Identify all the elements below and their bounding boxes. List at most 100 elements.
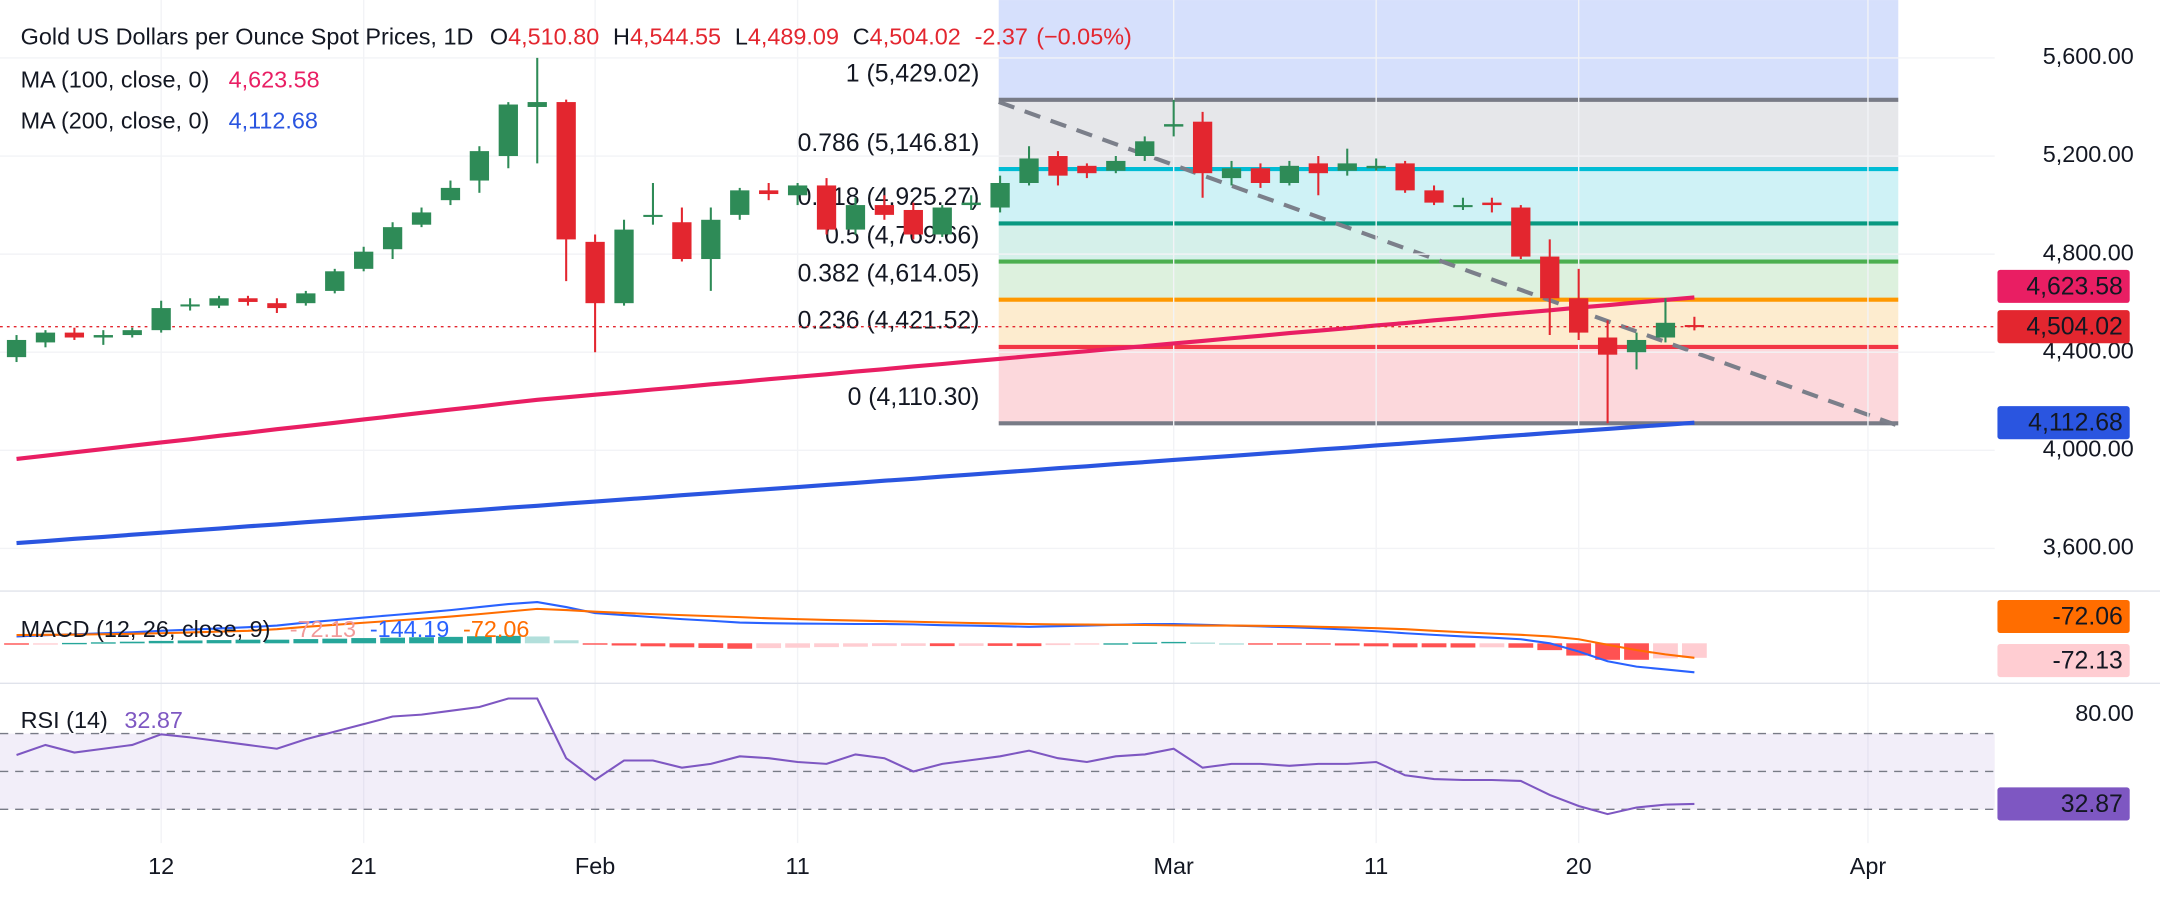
candle-body [816,185,837,230]
candle-body [1424,190,1444,203]
candle-body [411,212,432,225]
legend: Gold US Dollars per Ounce Spot Prices, 1… [21,24,1132,733]
macd-hist-value: -72.13 [290,616,356,642]
candle-body [267,303,287,309]
moving-average [16,295,1695,461]
macd-histogram-bar [264,639,290,644]
macd-histogram-bar [206,640,232,644]
change-pct: (−0.05%) [1036,24,1132,50]
macd-histogram-bar [1479,643,1505,648]
candle-body [1482,202,1502,206]
fib-label: 1 (5,429.02) [846,61,980,88]
fib-label: 0.786 (5,146.81) [798,130,980,157]
candle-body [1048,156,1068,176]
ma-name: MA (200, close, 0) [21,108,210,134]
y-tick-label: 4,000.00 [2043,436,2134,462]
fib-zone [998,99,1899,170]
candle-body [440,187,461,201]
macd-histogram-bar [611,643,637,646]
candle-body [93,335,113,338]
candle-body [354,251,374,269]
ohlc-value: 4,544.55 [630,24,721,50]
macd-histogram-bar [582,643,608,645]
fib-label: 0.236 (4,421.52) [798,308,980,335]
fib-zone [998,346,1899,424]
x-tick-label: 11 [1364,853,1388,879]
macd-histogram-bar [1219,643,1244,645]
macd-histogram-bar [640,643,666,647]
fib-group: 1 (5,429.02)0.786 (5,146.81)0.618 (4,925… [798,61,1899,426]
rsi-value: 32.87 [124,707,183,733]
macd-signal-value: -72.06 [463,616,529,642]
candle-body [151,308,171,331]
macd-histogram-bar [1363,643,1389,647]
ohlc-key: C [853,24,870,50]
x-tick-label: 20 [1566,853,1592,879]
candle-body [903,209,923,235]
macd-histogram-bar [148,640,174,644]
candle-body [1395,163,1415,191]
candle-body [122,330,142,336]
macd-histogram-bar [1624,643,1649,660]
candle-body [209,298,229,306]
macd-histogram-bar [698,643,724,648]
macd-histogram-bar [553,640,579,644]
macd-histogram-bar [438,636,463,644]
candle-body [325,271,345,291]
ohlc-key: L [735,24,748,50]
candle-body [643,214,663,217]
macd-histogram-bar [727,643,753,649]
macd-histogram-bar [524,636,550,644]
candle-body [1164,124,1184,127]
y-tick-label: 5,200.00 [2043,141,2134,167]
macd-histogram-bar [1276,643,1302,645]
candle-body [585,241,605,304]
macd-histogram-bar [409,637,434,644]
price-tag [1997,787,2130,821]
candle-body [932,207,952,235]
candle-body [1135,141,1155,157]
macd-histogram-bar [843,643,868,647]
fib-zone [998,261,1899,300]
candle-body [1250,168,1271,184]
candle-body [296,293,316,304]
moving-average [16,420,1695,546]
macd-line [16,601,1695,674]
macd-histogram-bar [1305,643,1331,645]
price-tag-label: 4,623.58 [2026,273,2122,300]
candle-body [498,104,518,157]
macd-histogram-bar [1537,643,1563,651]
macd-histogram-bar [380,637,405,644]
macd-histogram-bar [1190,642,1215,644]
trend-line [998,100,1899,428]
macd-histogram-bar [871,643,897,647]
macd-histogram-bar [1595,643,1620,660]
header: Gold US Dollars per Ounce Spot Prices, 1… [21,24,1132,50]
macd-histogram-bar [814,643,839,648]
candle-body [672,222,692,260]
price-tag-label: -72.13 [2053,647,2123,674]
x-tick-label: 11 [785,853,809,879]
candle-body [6,339,27,358]
candle-body [64,332,85,338]
candle-body [759,190,779,195]
candle-body [1192,121,1213,174]
candle-body [382,227,403,250]
plot-group [0,0,1995,844]
fib-zone [998,169,1899,224]
candle-body [1221,168,1242,179]
macd-histogram-bar [756,643,782,649]
candle-body [1337,163,1357,171]
macd-histogram-bar [119,641,145,644]
ohlc-value: 4,510.80 [508,24,599,50]
macd-histogram-bar [90,642,116,644]
ohlc-key: O [490,24,508,50]
candle-body [874,205,895,215]
macd-histogram-bar [785,643,810,648]
x-tick-label: 12 [148,853,174,879]
chart-title: Gold US Dollars per Ounce Spot Prices, 1… [21,24,474,50]
macd-legend: MACD (12, 26, close, 9) -72.13 -144.19 -72.… [21,616,530,642]
fib-label: 0.382 (4,614.05) [798,260,980,287]
macd-signal-line [16,607,1695,659]
price-tag-label: 32.87 [2061,791,2123,818]
